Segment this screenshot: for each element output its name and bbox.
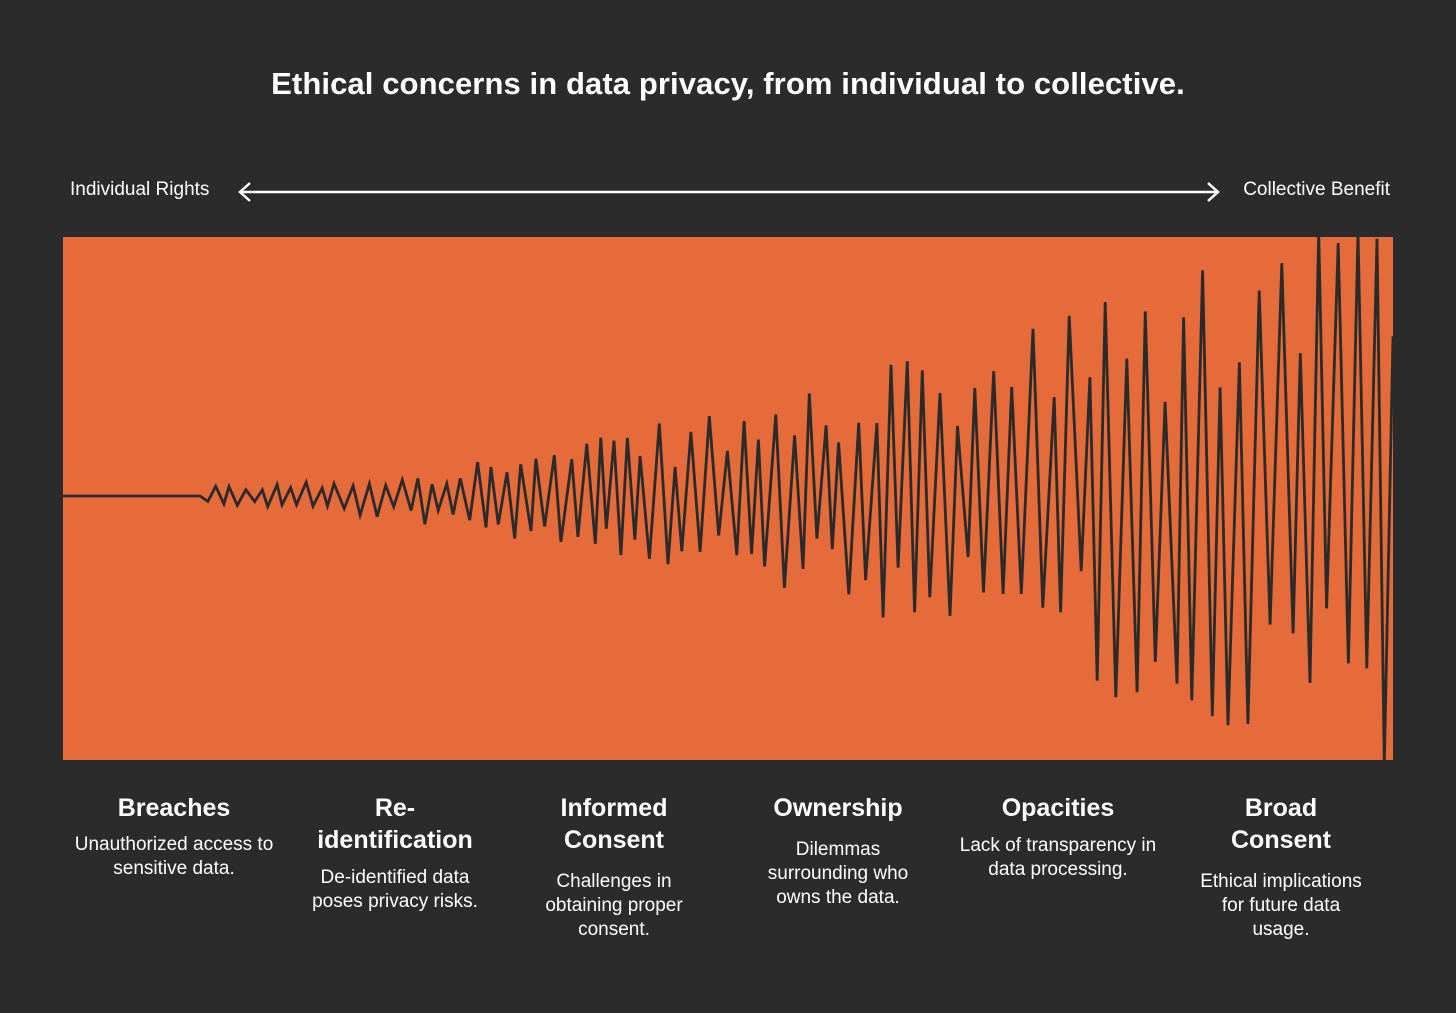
category-re-identification: Re-identification De-identified data pos… [295, 792, 495, 914]
category-description: De-identified data poses privacy risks. [312, 867, 478, 912]
category-description: Unauthorized access to sensitive data. [74, 834, 274, 879]
waveform-graphic [63, 237, 1393, 760]
category-description: Dilemmas surrounding who owns the data. [767, 839, 909, 908]
category-title: Re-identification [317, 794, 473, 854]
category-ownership: Ownership Dilemmas surrounding who owns … [738, 792, 938, 910]
axis-right-label: Collective Benefit [1243, 179, 1390, 200]
category-breaches: Breaches Unauthorized access to sensitiv… [74, 792, 274, 881]
category-description: Challenges in obtaining proper consent. [545, 871, 683, 940]
waveform-panel [63, 237, 1393, 760]
category-informed-consent: Informed Consent Challenges in obtaining… [514, 792, 714, 942]
category-opacities: Opacities Lack of transparency in data p… [958, 792, 1158, 882]
category-title: Broad Consent [1231, 794, 1331, 854]
waveform-line [63, 237, 1393, 760]
category-title: Ownership [773, 794, 903, 822]
category-description: Ethical implications for future data usa… [1200, 871, 1362, 940]
category-description: Lack of transparency in data processing. [959, 835, 1157, 880]
double-arrow-icon [238, 182, 1220, 202]
category-title: Opacities [1001, 794, 1115, 822]
category-broad-consent: Broad Consent Ethical implications for f… [1181, 792, 1381, 942]
category-title: Informed Consent [560, 794, 668, 854]
category-title: Breaches [117, 794, 231, 822]
axis-left-label: Individual Rights [70, 179, 210, 200]
diagram-title: Ethical concerns in data privacy, from i… [271, 66, 1185, 101]
